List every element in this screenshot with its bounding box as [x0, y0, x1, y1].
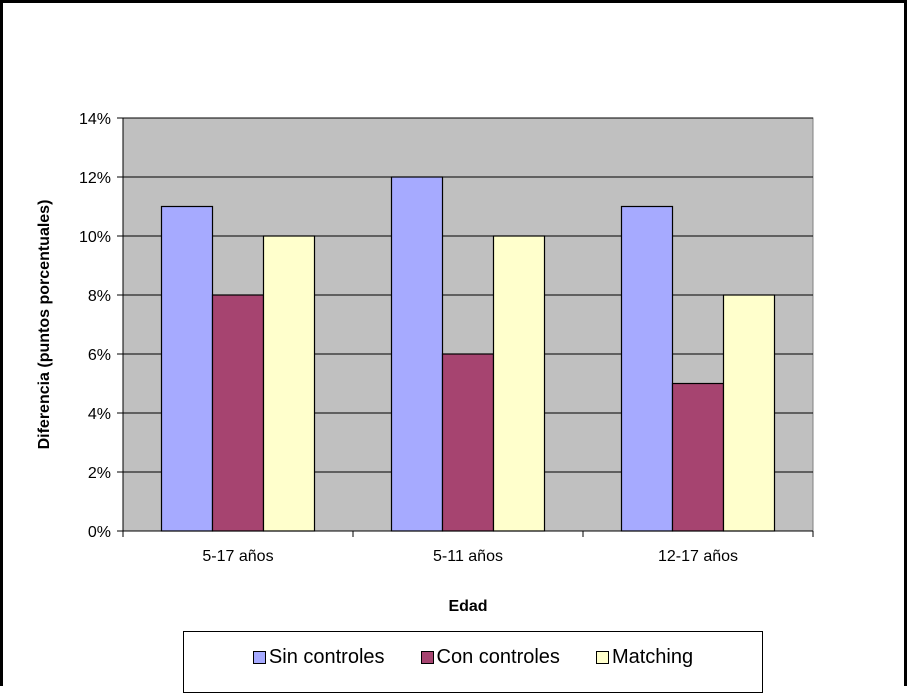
bar-con-controles-1	[211, 294, 265, 532]
y-axis-title: Diferencia (puntos porcentuales)	[36, 200, 53, 450]
x-tick-label: 5-11 años	[433, 548, 503, 565]
bar-matching-2	[492, 235, 546, 532]
bar-con-controles-3	[671, 382, 725, 532]
legend-label-sin-controles: Sin controles	[268, 645, 385, 668]
y-tick-label: 10%	[79, 229, 111, 246]
legend-swatch-con-controles	[420, 650, 434, 664]
legend-label-con-controles: Con controles	[436, 645, 560, 668]
bar-sin-controles-1	[160, 205, 214, 532]
bar-matching-3	[722, 294, 776, 532]
bar-sin-controles-2	[390, 176, 444, 532]
legend-swatch-sin-controles	[252, 650, 266, 664]
legend-item-sin-controles: Sin controles	[252, 645, 385, 669]
y-tick-label: 8%	[88, 288, 111, 305]
legend-swatch-matching	[595, 650, 609, 664]
bar-matching-1	[262, 235, 316, 532]
legend-item-con-controles: Con controles	[420, 645, 560, 669]
y-tick-label: 2%	[88, 465, 111, 482]
bar-con-controles-2	[441, 353, 495, 532]
legend-label-matching: Matching	[611, 645, 694, 668]
y-tick-label: 4%	[88, 406, 111, 423]
x-axis-title: Edad	[448, 598, 487, 615]
legend: Sin controles Con controles Matching	[183, 631, 763, 693]
x-tick-label: 12-17 años	[658, 548, 738, 565]
y-tick-label: 14%	[79, 111, 111, 128]
bar-chart: 0% 2% 4% 6% 8% 10% 12% 14% 5-17 años 5-11 años 12-…	[36, 111, 814, 615]
legend-item-matching: Matching	[595, 645, 694, 669]
axes: 0% 2% 4% 6% 8% 10% 12% 14% 5-17 años 5-11 años 12-…	[79, 111, 814, 565]
y-tick-label: 6%	[88, 347, 111, 364]
bars	[160, 176, 776, 532]
y-tick-label: 12%	[79, 170, 111, 187]
bar-sin-controles-3	[620, 205, 674, 532]
x-tick-label: 5-17 años	[202, 548, 273, 565]
y-tick-label: 0%	[88, 524, 111, 541]
